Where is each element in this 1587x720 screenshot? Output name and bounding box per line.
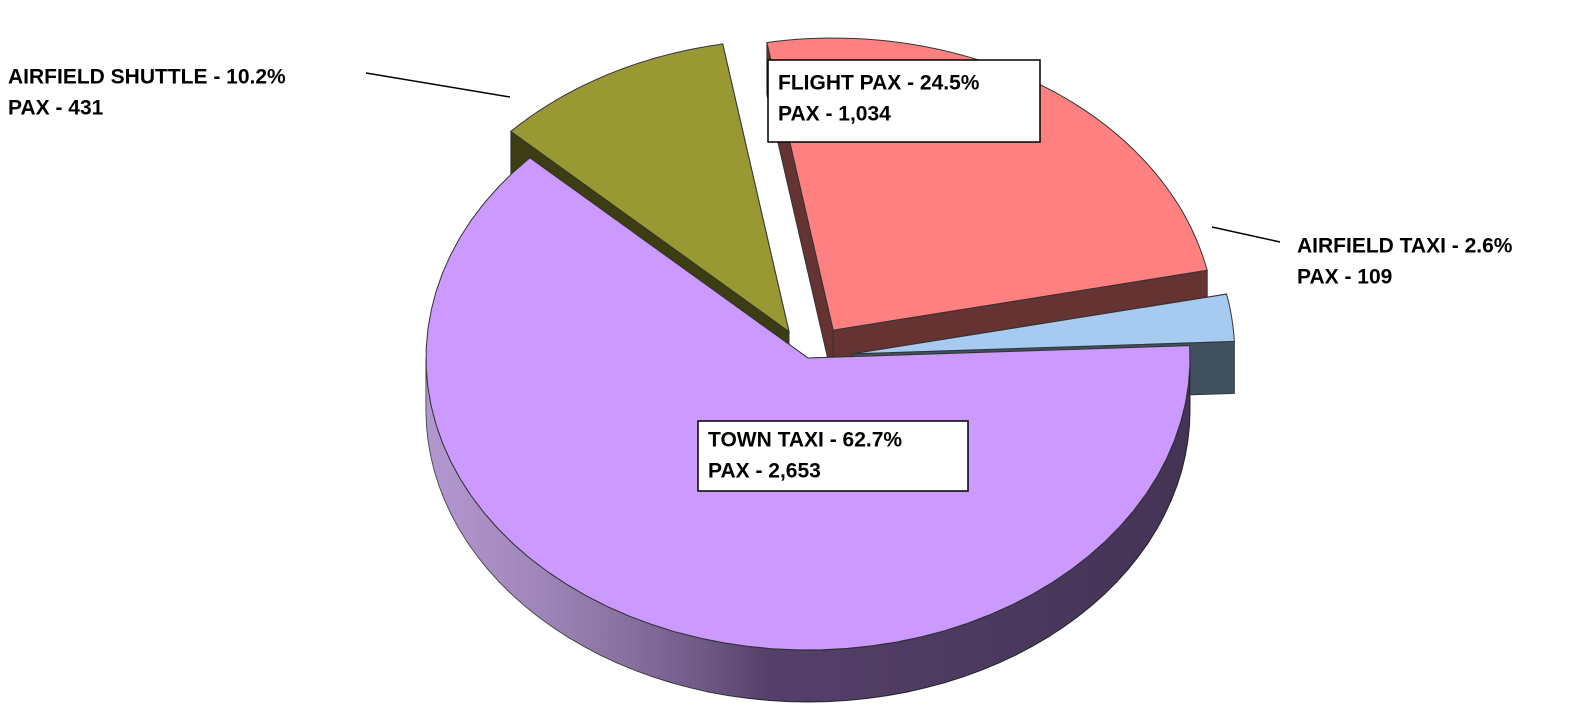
data-label: PAX - 431: [8, 97, 104, 120]
slice: [425, 157, 1191, 651]
data-label: AIRFIELD SHUTTLE - 10.2%: [8, 66, 286, 89]
data-label: TOWN TAXI - 62.7%: [708, 429, 902, 452]
slice: [852, 293, 1235, 355]
leader-line: [365, 72, 511, 98]
slice: [510, 43, 790, 333]
data-label: PAX - 109: [1297, 266, 1392, 289]
leader-line: [1211, 226, 1281, 243]
slice-side-shade: [426, 358, 1190, 702]
data-label: AIRFIELD TAXI - 2.6%: [1297, 235, 1513, 258]
label-box: [767, 59, 1041, 143]
label-box: [697, 420, 969, 492]
data-label: PAX - 1,034: [778, 103, 891, 126]
data-label: PAX - 2,653: [708, 460, 821, 483]
data-label: FLIGHT PAX - 24.5%: [778, 72, 980, 95]
